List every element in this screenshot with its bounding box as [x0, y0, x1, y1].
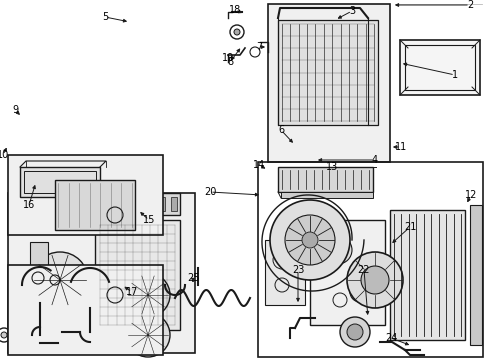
Bar: [20, 167, 100, 197]
Bar: [171, 197, 177, 211]
Text: 24: 24: [384, 333, 396, 343]
Bar: [30, 242, 48, 270]
Circle shape: [354, 287, 364, 297]
Circle shape: [126, 313, 170, 357]
Text: 22: 22: [357, 265, 369, 275]
Bar: [8, 155, 163, 235]
Bar: [278, 167, 372, 192]
Text: 4: 4: [371, 155, 377, 165]
Circle shape: [17, 300, 27, 310]
Text: 21: 21: [403, 222, 415, 232]
Bar: [122, 197, 128, 211]
Bar: [281, 192, 372, 198]
Bar: [469, 205, 481, 345]
Bar: [55, 180, 135, 230]
Text: 5: 5: [102, 12, 108, 22]
Text: 7: 7: [255, 42, 262, 52]
Circle shape: [346, 252, 402, 308]
Text: 1: 1: [451, 70, 457, 80]
Text: 3: 3: [348, 6, 354, 16]
Text: 8: 8: [226, 57, 233, 67]
Text: 12: 12: [464, 190, 476, 200]
Bar: [24, 171, 96, 193]
Text: 16: 16: [23, 200, 35, 210]
Text: 18: 18: [228, 5, 241, 15]
Text: 10: 10: [0, 150, 9, 160]
Text: 19: 19: [222, 53, 234, 63]
Bar: [278, 20, 377, 125]
Bar: [404, 45, 474, 90]
Bar: [110, 197, 116, 211]
Text: 2: 2: [466, 0, 472, 10]
Circle shape: [138, 285, 158, 305]
Circle shape: [330, 243, 345, 257]
Text: 23: 23: [291, 265, 304, 275]
Bar: [95, 220, 180, 330]
Text: 15: 15: [142, 215, 155, 225]
Bar: [134, 197, 140, 211]
Bar: [159, 197, 164, 211]
Bar: [309, 220, 384, 325]
Circle shape: [138, 325, 158, 345]
Circle shape: [50, 270, 70, 290]
Text: 6: 6: [277, 125, 284, 135]
Circle shape: [269, 200, 349, 280]
Bar: [8, 265, 163, 355]
Bar: [264, 240, 305, 305]
Bar: [399, 40, 479, 95]
Circle shape: [32, 252, 88, 308]
Circle shape: [234, 29, 240, 35]
Circle shape: [1, 332, 7, 338]
Bar: [146, 197, 152, 211]
Text: 25: 25: [186, 273, 199, 283]
Bar: [30, 275, 45, 295]
Bar: [258, 162, 482, 357]
Text: 14: 14: [252, 160, 264, 170]
Text: 11: 11: [394, 142, 407, 152]
Text: 13: 13: [325, 162, 337, 172]
Bar: [389, 210, 464, 340]
Bar: [267, 4, 389, 162]
Circle shape: [346, 324, 362, 340]
Circle shape: [360, 266, 388, 294]
Circle shape: [349, 282, 369, 302]
Circle shape: [302, 232, 317, 248]
Bar: [8, 193, 195, 353]
Circle shape: [285, 215, 334, 265]
Bar: [98, 197, 104, 211]
Text: 17: 17: [125, 287, 138, 297]
Circle shape: [324, 236, 351, 264]
Text: 20: 20: [203, 187, 216, 197]
Circle shape: [339, 317, 369, 347]
Bar: [95, 193, 180, 215]
Text: 9: 9: [12, 105, 18, 115]
Circle shape: [126, 273, 170, 317]
